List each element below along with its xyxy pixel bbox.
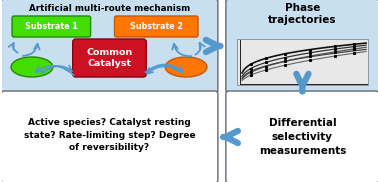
Ellipse shape — [11, 57, 53, 77]
Text: Differential
selectivity
measurements: Differential selectivity measurements — [259, 118, 346, 156]
Text: Phase
trajectories: Phase trajectories — [268, 3, 337, 25]
Ellipse shape — [165, 57, 207, 77]
FancyBboxPatch shape — [226, 0, 378, 93]
Text: Artificial multi-route mechanism: Artificial multi-route mechanism — [29, 4, 190, 13]
FancyBboxPatch shape — [237, 39, 368, 85]
FancyBboxPatch shape — [1, 91, 218, 182]
Text: Active species? Catalyst resting
state? Rate-limiting step? Degree
of reversibil: Active species? Catalyst resting state? … — [24, 118, 195, 152]
FancyBboxPatch shape — [115, 16, 198, 37]
Text: Substrate 1: Substrate 1 — [25, 22, 78, 31]
FancyBboxPatch shape — [1, 0, 218, 93]
Text: Common
Catalyst: Common Catalyst — [87, 48, 133, 68]
FancyBboxPatch shape — [12, 16, 91, 37]
Text: Substrate 2: Substrate 2 — [130, 22, 183, 31]
FancyBboxPatch shape — [73, 39, 146, 77]
FancyBboxPatch shape — [226, 91, 378, 182]
